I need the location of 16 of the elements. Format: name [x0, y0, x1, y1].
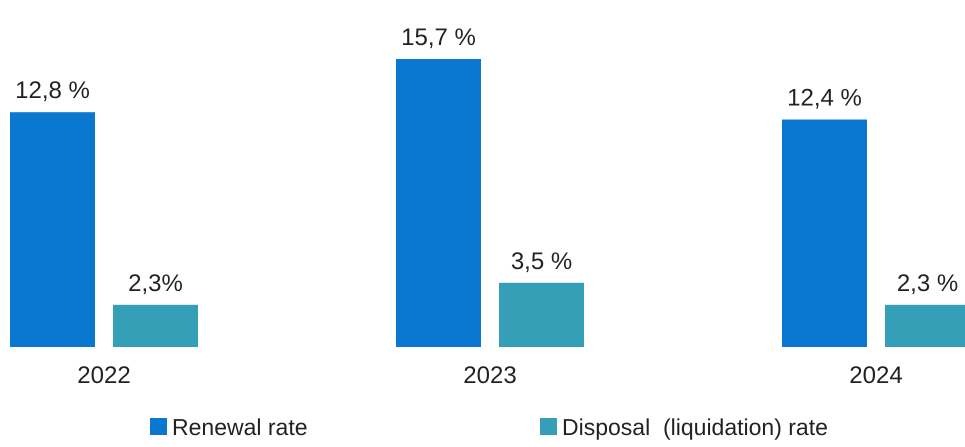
data-label: 15,7 %: [401, 24, 476, 51]
x-tick-label: 2023: [463, 362, 517, 389]
x-tick-label: 2024: [849, 362, 903, 389]
legend-label: Disposal (liquidation) rate: [562, 414, 828, 440]
data-label: 12,8 %: [15, 77, 90, 104]
data-label: 2,3 %: [896, 270, 958, 297]
bar: [499, 282, 584, 347]
data-label: 12,4 %: [787, 84, 862, 112]
bar: [396, 59, 481, 347]
legend-label: Renewal rate: [172, 414, 308, 440]
data-label: 3,5 %: [510, 248, 572, 275]
x-tick-label: 2022: [77, 362, 131, 389]
bar: [10, 112, 95, 347]
bar: [113, 304, 198, 347]
bar: [782, 120, 867, 347]
data-label: 2,3%: [128, 270, 183, 297]
